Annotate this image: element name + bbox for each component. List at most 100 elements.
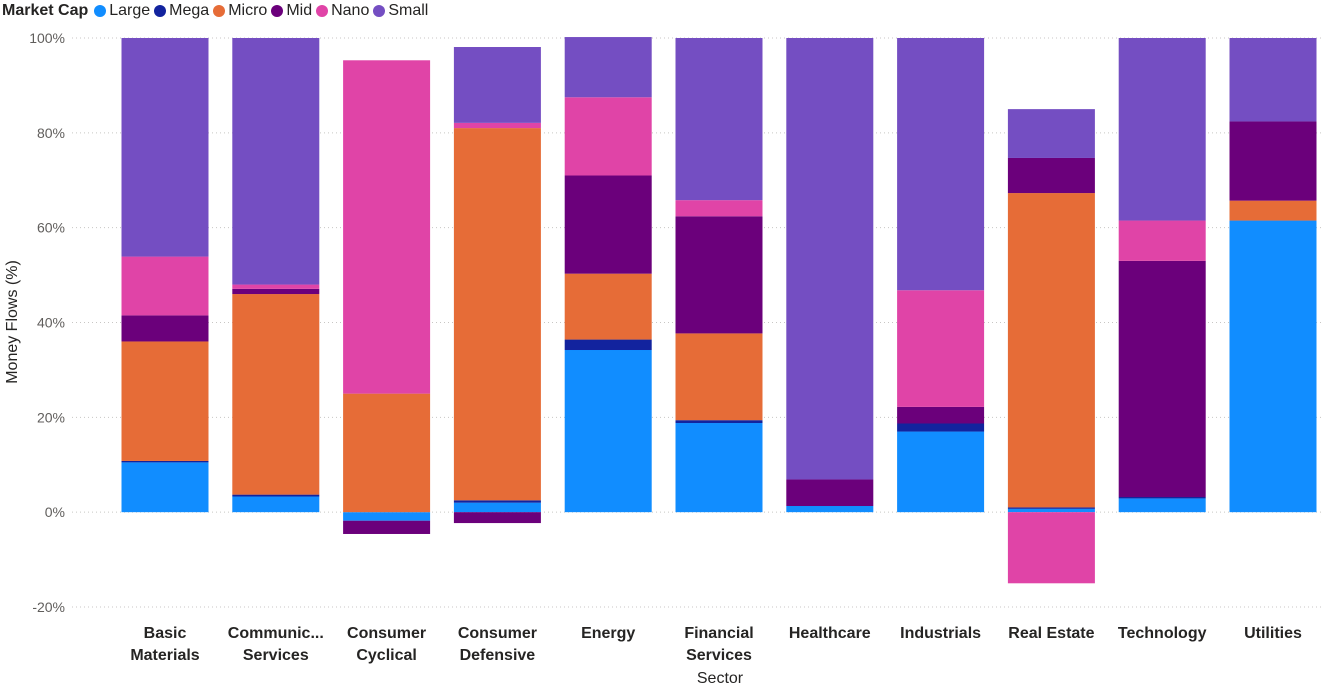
legend-item-mega[interactable]: Mega bbox=[154, 2, 209, 20]
bar-micro[interactable] bbox=[1229, 200, 1317, 221]
legend-swatch bbox=[316, 5, 329, 17]
bar-large[interactable] bbox=[343, 512, 431, 521]
bar-large[interactable] bbox=[121, 462, 209, 513]
legend-title: Market Cap bbox=[2, 2, 89, 19]
x-tick-label-line: Utilities bbox=[1244, 625, 1302, 642]
bar-small[interactable] bbox=[675, 38, 763, 201]
x-tick-label-line: Cyclical bbox=[356, 647, 416, 664]
bar-nano[interactable] bbox=[1118, 220, 1206, 261]
x-tick-label: Energy bbox=[581, 625, 635, 642]
bar-mid[interactable] bbox=[343, 520, 431, 534]
bar-micro[interactable] bbox=[564, 273, 652, 340]
x-tick-label-line: Basic bbox=[144, 625, 187, 642]
y-tick-label: -20% bbox=[32, 599, 65, 615]
bar-large[interactable] bbox=[1229, 220, 1317, 513]
bar-small[interactable] bbox=[1229, 38, 1317, 122]
bar-mid[interactable] bbox=[453, 512, 541, 524]
bar-mega[interactable] bbox=[121, 460, 209, 463]
bar-nano[interactable] bbox=[564, 97, 652, 176]
bar-mega[interactable] bbox=[1118, 496, 1206, 499]
x-tick-label-line: Materials bbox=[130, 647, 199, 664]
bar-mega[interactable] bbox=[675, 420, 763, 424]
bar-nano[interactable] bbox=[232, 284, 320, 289]
bar-mega[interactable] bbox=[453, 500, 541, 503]
legend-label: Nano bbox=[331, 2, 370, 19]
bars bbox=[121, 37, 1317, 584]
legend-label: Large bbox=[109, 2, 151, 19]
bar-mid[interactable] bbox=[1007, 157, 1095, 194]
bar-micro[interactable] bbox=[675, 333, 763, 421]
bar-small[interactable] bbox=[453, 47, 541, 123]
legend-items: Large Mega Micro Mid Nano Small bbox=[94, 2, 432, 20]
bar-large[interactable] bbox=[786, 506, 874, 513]
bar-large[interactable] bbox=[897, 431, 985, 513]
x-tick-label-line: Healthcare bbox=[789, 625, 871, 642]
x-tick-label-line: Technology bbox=[1118, 625, 1207, 642]
x-tick-label-line: Industrials bbox=[900, 625, 981, 642]
x-tick-label: Consumer Defensive bbox=[458, 625, 537, 664]
x-axis-title: Sector bbox=[697, 670, 744, 687]
x-tick-label-line: Consumer bbox=[347, 625, 426, 642]
bar-mega[interactable] bbox=[564, 339, 652, 351]
bar-nano[interactable] bbox=[121, 256, 209, 316]
bar-large[interactable] bbox=[564, 350, 652, 513]
bar-small[interactable] bbox=[564, 37, 652, 98]
x-tick-label-line: Energy bbox=[581, 625, 635, 642]
bar-large[interactable] bbox=[675, 423, 763, 513]
bar-small[interactable] bbox=[1118, 38, 1206, 221]
legend-swatch bbox=[154, 5, 167, 17]
bar-large[interactable] bbox=[1007, 508, 1095, 513]
legend-swatch bbox=[271, 5, 284, 17]
legend-label: Small bbox=[388, 2, 429, 19]
bar-small[interactable] bbox=[786, 38, 874, 480]
bar-micro[interactable] bbox=[1007, 193, 1095, 508]
bar-small[interactable] bbox=[232, 38, 320, 285]
bar-mega[interactable] bbox=[1007, 507, 1095, 509]
y-axis-title: Money Flows (%) bbox=[4, 260, 21, 384]
bar-nano[interactable] bbox=[897, 290, 985, 407]
bar-micro[interactable] bbox=[343, 393, 431, 513]
bar-mid[interactable] bbox=[1229, 121, 1317, 201]
bar-nano[interactable] bbox=[343, 60, 431, 394]
bar-nano[interactable] bbox=[675, 200, 763, 217]
legend-item-nano[interactable]: Nano bbox=[316, 2, 369, 20]
bar-micro[interactable] bbox=[453, 128, 541, 501]
legend-item-large[interactable]: Large bbox=[94, 2, 150, 20]
bar-mid[interactable] bbox=[564, 175, 652, 274]
bar-large[interactable] bbox=[453, 502, 541, 513]
bar-small[interactable] bbox=[897, 38, 985, 291]
x-tick-label-line: Consumer bbox=[458, 625, 537, 642]
bar-large[interactable] bbox=[232, 496, 320, 513]
x-tick-label: Basic Materials bbox=[130, 625, 199, 664]
y-tick-label: 0% bbox=[45, 504, 65, 520]
bar-mid[interactable] bbox=[1118, 260, 1206, 497]
bar-small[interactable] bbox=[121, 38, 209, 257]
bar-mid[interactable] bbox=[897, 406, 985, 424]
legend-item-mid[interactable]: Mid bbox=[271, 2, 312, 20]
bar-small[interactable] bbox=[1007, 109, 1095, 158]
bar-micro[interactable] bbox=[121, 341, 209, 461]
bar-nano[interactable] bbox=[453, 122, 541, 129]
y-axis-ticks: -20% 0% 20% 40% 60% 80% 100% bbox=[29, 30, 65, 615]
bar-mid[interactable] bbox=[675, 216, 763, 334]
bar-mid[interactable] bbox=[232, 288, 320, 295]
legend-label: Mid bbox=[286, 2, 313, 19]
legend-swatch bbox=[94, 5, 107, 17]
legend-item-micro[interactable]: Micro bbox=[213, 2, 267, 20]
x-tick-label: Consumer Cyclical bbox=[347, 625, 426, 664]
bar-micro[interactable] bbox=[232, 294, 320, 495]
bar-large[interactable] bbox=[1118, 498, 1206, 513]
bar-mid[interactable] bbox=[121, 315, 209, 342]
bar-mid[interactable] bbox=[786, 479, 874, 507]
bar-mega[interactable] bbox=[232, 494, 320, 497]
x-tick-label-line: Communic... bbox=[228, 625, 324, 642]
bar-mega[interactable] bbox=[897, 423, 985, 432]
y-tick-label: 100% bbox=[29, 30, 65, 46]
bar-nano[interactable] bbox=[1007, 512, 1095, 584]
x-tick-label-line: Services bbox=[686, 647, 752, 664]
legend-item-small[interactable]: Small bbox=[373, 2, 428, 20]
x-tick-label: Industrials bbox=[900, 625, 981, 642]
y-tick-label: 40% bbox=[37, 315, 65, 331]
x-tick-label-line: Financial bbox=[684, 625, 753, 642]
